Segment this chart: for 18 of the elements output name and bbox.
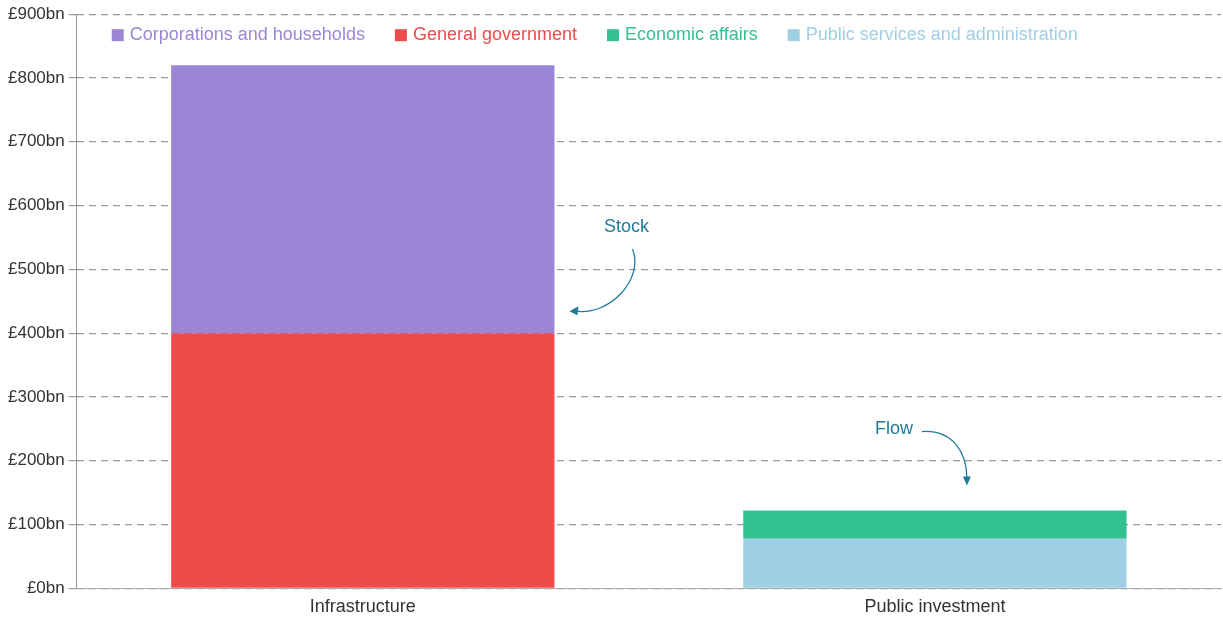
y-tick-label: £400bn: [7, 322, 65, 342]
annotation: Flow: [874, 417, 914, 438]
y-tick-label: £800bn: [7, 67, 65, 87]
y-tick-label: £700bn: [7, 131, 65, 151]
y-tick-label: £900bn: [7, 3, 65, 23]
y-tick-label: £600bn: [7, 195, 65, 215]
y-tick-label: £500bn: [7, 259, 65, 279]
annotation: Stock: [603, 216, 650, 237]
legend-label: Public services and administration: [805, 24, 1078, 45]
y-tick-label: £0bn: [26, 578, 65, 598]
y-tick-label: £200bn: [7, 450, 65, 470]
x-tick-label: Infrastructure: [309, 596, 416, 617]
x-tick-label: Public investment: [864, 596, 1006, 617]
y-tick-label: £300bn: [7, 386, 65, 406]
legend-label: Corporations and households: [129, 24, 365, 45]
legend-label: Economic affairs: [624, 24, 758, 45]
legend-label: General government: [412, 24, 577, 45]
y-tick-label: £100bn: [7, 514, 65, 534]
